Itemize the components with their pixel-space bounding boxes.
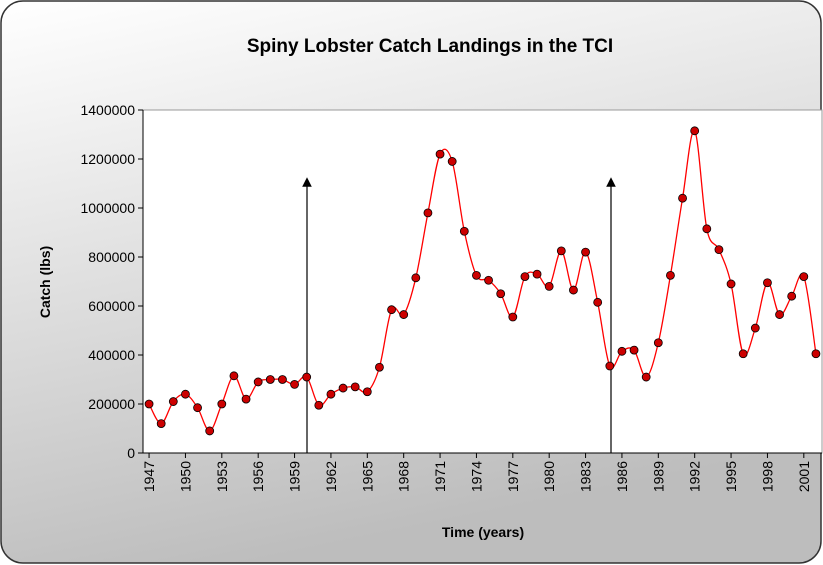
data-point: [775, 310, 784, 319]
data-point: [265, 375, 275, 384]
data-point: [738, 349, 748, 359]
data-point: [811, 349, 821, 359]
x-tick-label: 1962: [323, 461, 339, 492]
x-tick-label: 1980: [541, 461, 557, 492]
data-point: [617, 346, 627, 356]
data-point: [399, 310, 409, 319]
data-point: [375, 362, 384, 372]
data-point: [629, 345, 639, 355]
x-tick-label: 1947: [141, 461, 157, 492]
data-point: [496, 289, 506, 299]
y-axis-label: Catch (lbs): [37, 246, 53, 318]
x-tick-label: 1986: [614, 461, 630, 492]
data-point: [181, 389, 190, 399]
x-tick-label: 1965: [359, 461, 375, 492]
data-point: [690, 126, 700, 136]
data-point: [787, 291, 797, 301]
data-point: [763, 278, 772, 288]
y-tick-label: 800000: [88, 249, 135, 265]
data-point: [423, 208, 433, 218]
y-tick-label: 1400000: [80, 102, 135, 118]
y-tick-label: 0: [127, 445, 135, 461]
data-point: [217, 399, 227, 409]
data-point: [350, 382, 360, 392]
data-point: [229, 371, 239, 381]
data-point: [205, 426, 215, 436]
data-point: [278, 375, 287, 384]
x-tick-label: 1971: [432, 461, 448, 492]
data-point: [678, 193, 687, 203]
chart-title: Spiny Lobster Catch Landings in the TCI: [247, 36, 613, 57]
y-tick-label: 400000: [88, 347, 135, 363]
data-point: [653, 338, 663, 348]
x-tick-label: 1989: [650, 461, 666, 492]
plot-area: [142, 109, 823, 454]
x-tick-label: 2001: [796, 461, 812, 492]
x-tick-label: 1977: [505, 461, 521, 492]
data-point: [387, 305, 396, 315]
data-point: [544, 281, 554, 291]
y-tick-label: 1200000: [80, 151, 135, 167]
data-point: [302, 372, 312, 382]
data-point: [581, 247, 590, 257]
data-point: [241, 394, 251, 404]
x-tick-label: 1950: [177, 461, 193, 492]
data-point: [666, 270, 675, 280]
y-tick-label: 200000: [88, 396, 135, 412]
data-point: [326, 389, 336, 399]
x-tick-label: 1956: [250, 461, 266, 492]
data-point: [484, 275, 493, 285]
data-point: [799, 272, 809, 282]
data-point: [290, 379, 299, 389]
data-point: [472, 270, 481, 280]
data-point: [253, 377, 263, 387]
x-tick-label: 1953: [214, 461, 230, 492]
x-axis-label: Time (years): [442, 524, 524, 540]
data-point: [435, 149, 445, 159]
data-point: [641, 372, 651, 382]
x-tick-label: 1959: [287, 461, 303, 492]
x-tick-label: 1995: [723, 461, 739, 492]
x-tick-label: 1968: [396, 461, 412, 492]
data-point: [156, 419, 166, 429]
data-point: [726, 279, 736, 289]
y-tick-label: 600000: [88, 298, 135, 314]
data-point: [193, 403, 202, 413]
data-point: [750, 323, 760, 333]
data-point: [314, 400, 324, 410]
data-point: [362, 387, 372, 397]
x-tick-label: 1983: [578, 461, 594, 492]
data-point: [447, 157, 457, 166]
data-point: [605, 361, 615, 371]
x-tick-label: 1974: [468, 461, 484, 492]
data-point: [459, 226, 469, 236]
data-point: [168, 397, 178, 406]
data-point: [411, 273, 421, 283]
data-point: [338, 383, 348, 393]
y-tick-label: 1000000: [80, 200, 135, 216]
data-point: [508, 312, 518, 322]
data-point: [702, 224, 712, 234]
x-tick-label: 1992: [687, 461, 703, 492]
data-point: [556, 246, 566, 256]
data-point: [532, 269, 542, 279]
x-tick-label: 1998: [759, 461, 775, 492]
data-point: [520, 272, 530, 282]
data-point: [714, 245, 724, 255]
data-point: [144, 399, 154, 409]
data-point: [593, 297, 603, 307]
data-point: [569, 285, 578, 295]
